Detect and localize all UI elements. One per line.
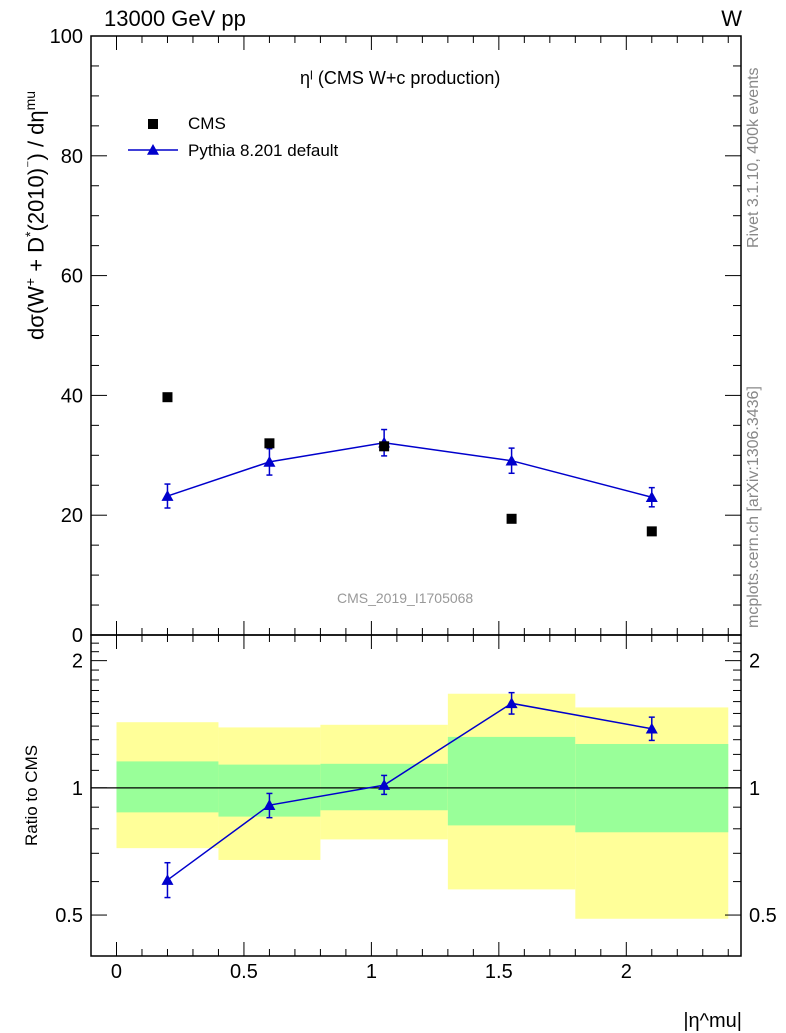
analysis-watermark: CMS_2019_I1705068 [337,590,474,606]
y-tick-label: 40 [61,385,83,407]
ratio-y-tick-label: 2 [72,651,83,673]
ratio-y-tick-label: 1 [72,778,83,800]
y-tick-label: 80 [61,146,83,168]
ratio-point [161,874,174,885]
cms-data-point [379,441,390,452]
ratio-point [378,779,391,790]
legend-marker-pythia [147,144,159,155]
x-tick-label: 1.5 [485,961,513,983]
pythia-point [645,491,658,503]
x-tick-label: 1 [366,961,377,983]
x-tick-label: 0.5 [230,961,258,983]
legend-marker-cms [148,119,158,129]
pythia-point [505,454,518,466]
cms-data-point [264,438,275,449]
pythia-line [167,441,652,498]
ratio-y-tick-label: 0.5 [55,905,83,927]
pythia-point [263,455,276,467]
ratio-point [645,722,658,734]
ratio-point [263,799,276,810]
plot-title: ηˡ (CMS W+c production) [300,68,501,88]
legend-label-pythia: Pythia 8.201 default [188,141,339,160]
particle-label: W [721,6,742,31]
pythia-point [161,490,174,501]
cms-data-point [506,513,517,524]
cms-data-point [162,392,173,403]
ratio-y-tick-label-right: 2 [749,651,760,673]
ratio-point [505,697,518,709]
ratio-band-green [116,761,219,813]
ratio-plot-frame [90,634,742,957]
process-label: 13000 GeV pp [104,6,246,31]
x-tick-label: 0 [111,961,122,983]
cms-data-point [646,526,657,537]
ratio-band-green [447,736,576,826]
legend-label-cms: CMS [188,114,226,133]
y-tick-label: 60 [61,266,83,288]
y-tick-label: 20 [61,505,83,527]
ratio-y-tick-label-right: 0.5 [749,905,777,927]
x-tick-label: 2 [621,961,632,983]
main-plot-frame [90,35,742,636]
y-tick-label: 100 [50,26,83,48]
ratio-y-tick-label-right: 1 [749,778,760,800]
y-tick-label: 0 [72,625,83,647]
